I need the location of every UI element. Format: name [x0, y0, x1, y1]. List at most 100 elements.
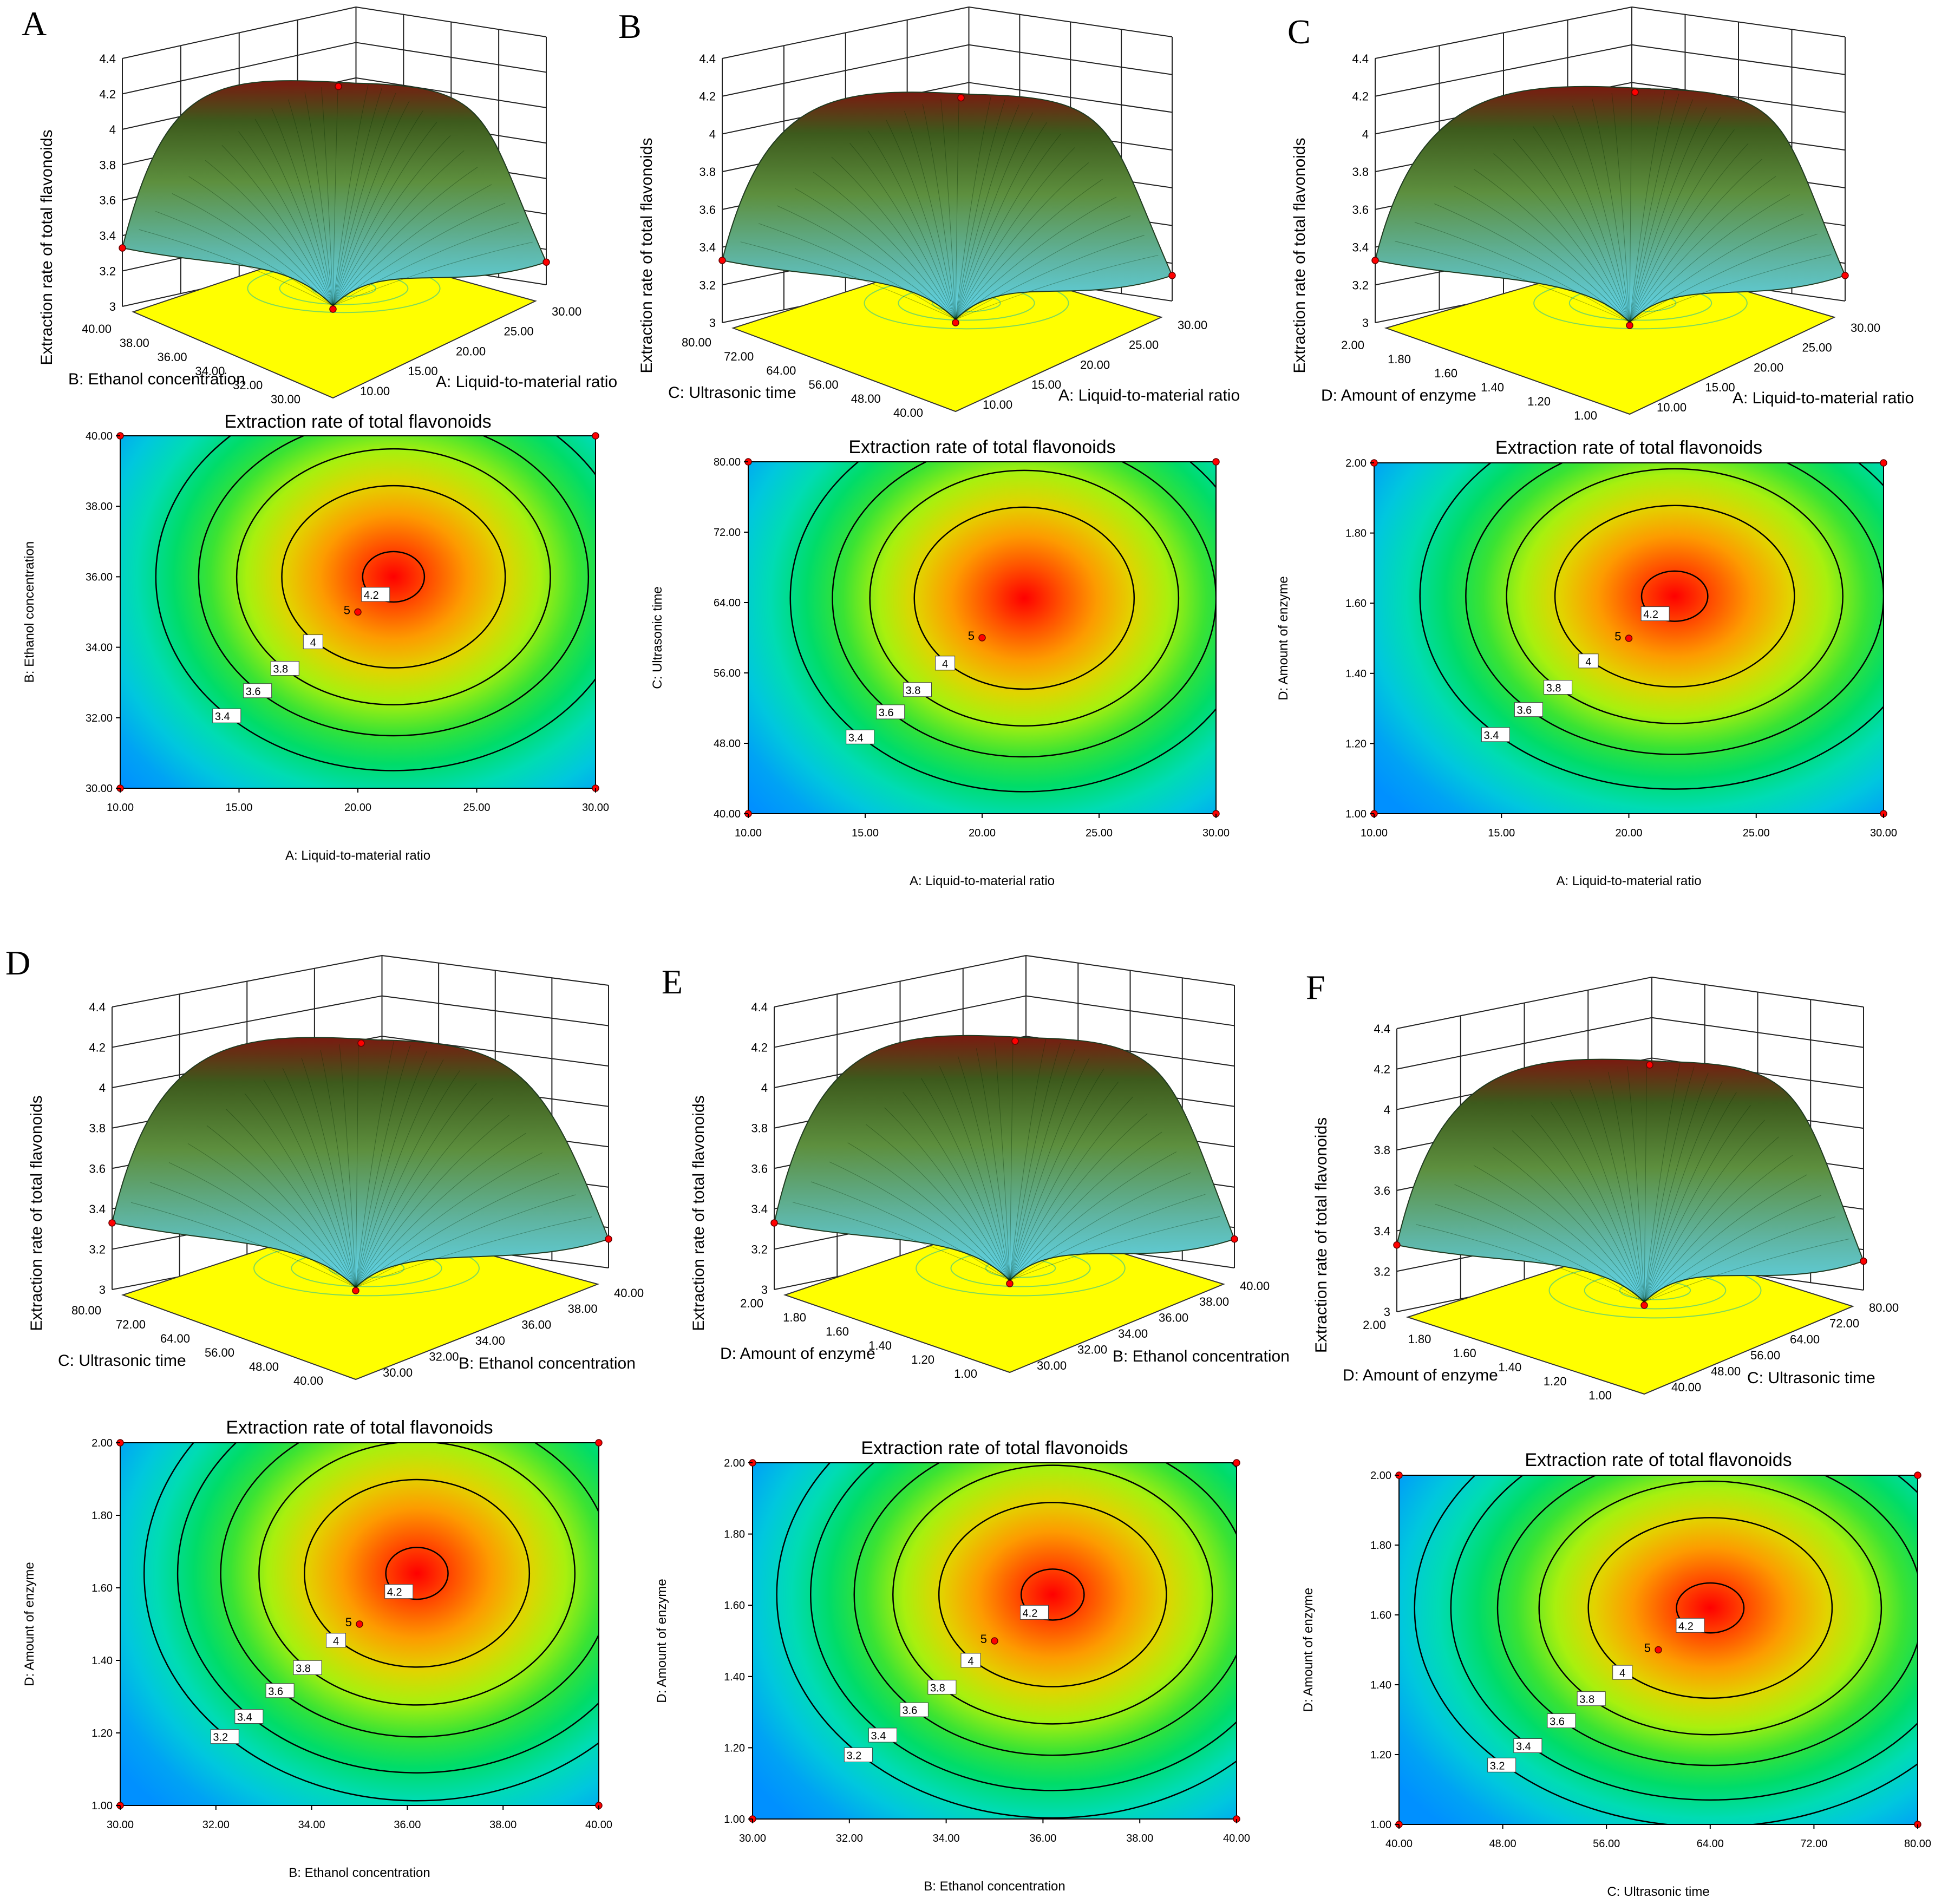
center-replicate-label: 5: [345, 1615, 352, 1629]
contour-label-box: [303, 634, 323, 650]
mesh-line: [886, 120, 956, 320]
mesh-line: [355, 1114, 510, 1288]
contour-line: [1414, 1475, 1918, 1824]
y-tick-label: 1.00: [91, 1800, 113, 1812]
z-tick-label: 4.2: [1352, 90, 1369, 103]
x-tick-label: 20.00: [456, 344, 486, 358]
y-tick-label: 56.00: [809, 378, 839, 391]
x-tick-label: 64.00: [1697, 1838, 1724, 1850]
contour-label: 3.8: [296, 1663, 311, 1674]
contour-label: 3.4: [215, 711, 230, 723]
center-point: [1625, 634, 1633, 642]
contour-label-box: [270, 661, 299, 676]
surface-plot-f: 3 3.2 3.4 3.6 3.8 4 4.2 4.4 Extraction rate of t…: [1312, 977, 1899, 1402]
design-point: [1626, 322, 1633, 329]
z-tick-label: 4: [761, 1081, 768, 1095]
mesh-line: [955, 215, 1131, 320]
x-tick-label: 10.00: [360, 384, 390, 398]
mesh-line: [355, 1044, 411, 1288]
mesh-line: [955, 162, 1089, 320]
contour-line: [1419, 463, 1884, 790]
y-tick-label: 1.00: [1370, 1819, 1391, 1831]
z-tick-label: 4.2: [1374, 1063, 1390, 1076]
z-tick-label: 4: [709, 127, 716, 141]
y-tick-label: 56.00: [714, 668, 741, 679]
surface-mesh: [139, 84, 533, 306]
contour-line: [362, 551, 426, 603]
contour-label-box: [234, 1709, 264, 1724]
y-axis-label: B: Ethanol concentration: [22, 541, 37, 683]
corner-point: [1914, 1471, 1921, 1479]
y-tick-label: 1.20: [1527, 395, 1551, 408]
contour-label-box: [876, 704, 905, 719]
z-tick-label: 3.8: [699, 165, 716, 179]
z-tick-label: 3: [99, 1283, 106, 1297]
contour-label-box: [293, 1660, 322, 1675]
mesh-line: [1644, 1105, 1751, 1303]
contour-label-box: [1577, 1691, 1606, 1706]
mesh-line: [957, 1056, 1010, 1281]
contour-label-box: [1612, 1665, 1633, 1680]
x-tick-label: 80.00: [1869, 1301, 1899, 1314]
contour-frame: [1398, 1475, 1918, 1825]
x-tick-label: 34.00: [298, 1819, 325, 1831]
response-surface: [1374, 86, 1846, 323]
contour-body: 3.4 3.6 3.8 4 4.2: [120, 436, 596, 788]
design-point: [957, 94, 965, 102]
mesh-line: [355, 1041, 359, 1288]
center-replicate-label: 5: [344, 604, 350, 617]
y-tick-label: 40.00: [86, 430, 113, 442]
y-tick-label: 80.00: [71, 1304, 101, 1317]
x-tick-label: 20.00: [1615, 827, 1642, 839]
contour-label-box: [1019, 1605, 1049, 1620]
z-tick-label: 3.2: [89, 1242, 106, 1256]
mesh-line: [1644, 1072, 1709, 1303]
z-tick-label: 4.2: [99, 87, 116, 101]
mesh-line: [1644, 1063, 1647, 1303]
mesh-line: [795, 188, 956, 320]
x-tick-label: 40.00: [1385, 1838, 1413, 1850]
contour-label-box: [868, 1728, 897, 1743]
mesh-line: [205, 160, 334, 306]
contour-label: 3.6: [879, 707, 894, 719]
mesh-line: [1009, 1172, 1191, 1281]
x-tick-label: 36.00: [521, 1318, 551, 1332]
contour-line: [143, 1443, 599, 1802]
y-tick-label: 1.80: [724, 1529, 745, 1541]
y-tick-label: 72.00: [724, 350, 754, 363]
design-point: [770, 1219, 778, 1227]
mesh-line: [332, 84, 369, 306]
mesh-line: [1454, 1184, 1645, 1303]
mesh-line: [1644, 1136, 1779, 1303]
mesh-line: [1629, 107, 1707, 323]
z-axis-label: Extraction rate of total flavonoids: [1312, 1117, 1330, 1353]
mesh-line: [1009, 1057, 1090, 1281]
mesh-line: [939, 1066, 1010, 1281]
contour-label: 3.4: [848, 732, 864, 744]
x-tick-label: 80.00: [1904, 1838, 1931, 1850]
contour-label-box: [960, 1653, 981, 1668]
mesh-line: [1512, 1130, 1645, 1303]
design-point: [952, 319, 959, 326]
contour-label-box: [935, 656, 956, 671]
x-tick-label: 30.00: [582, 802, 609, 814]
mesh-line: [1644, 1155, 1793, 1303]
x-tick-label: 10.00: [983, 398, 1012, 411]
x-tick-label: 20.00: [1080, 358, 1110, 371]
y-tick-label: 72.00: [116, 1318, 146, 1331]
mesh-line: [1608, 1071, 1645, 1303]
contour-label-box: [1676, 1618, 1705, 1633]
contour-line: [258, 1443, 576, 1706]
x-tick-label: 30.00: [1178, 318, 1207, 332]
mesh-line: [1644, 1216, 1836, 1303]
mesh-line: [792, 1202, 1010, 1281]
contour-label-box: [210, 1729, 239, 1744]
y-axis-label: D: Amount of enzyme: [1276, 576, 1291, 700]
y-tick-label: 1.40: [724, 1671, 745, 1683]
y-axis-label: D: Amount of enzyme: [720, 1345, 875, 1363]
x-tick-label: 56.00: [1750, 1349, 1780, 1362]
y-tick-label: 64.00: [714, 597, 741, 609]
mesh-line: [1009, 1039, 1014, 1281]
y-tick-label: 38.00: [120, 336, 149, 350]
x-tick-label: 38.00: [489, 1819, 517, 1831]
